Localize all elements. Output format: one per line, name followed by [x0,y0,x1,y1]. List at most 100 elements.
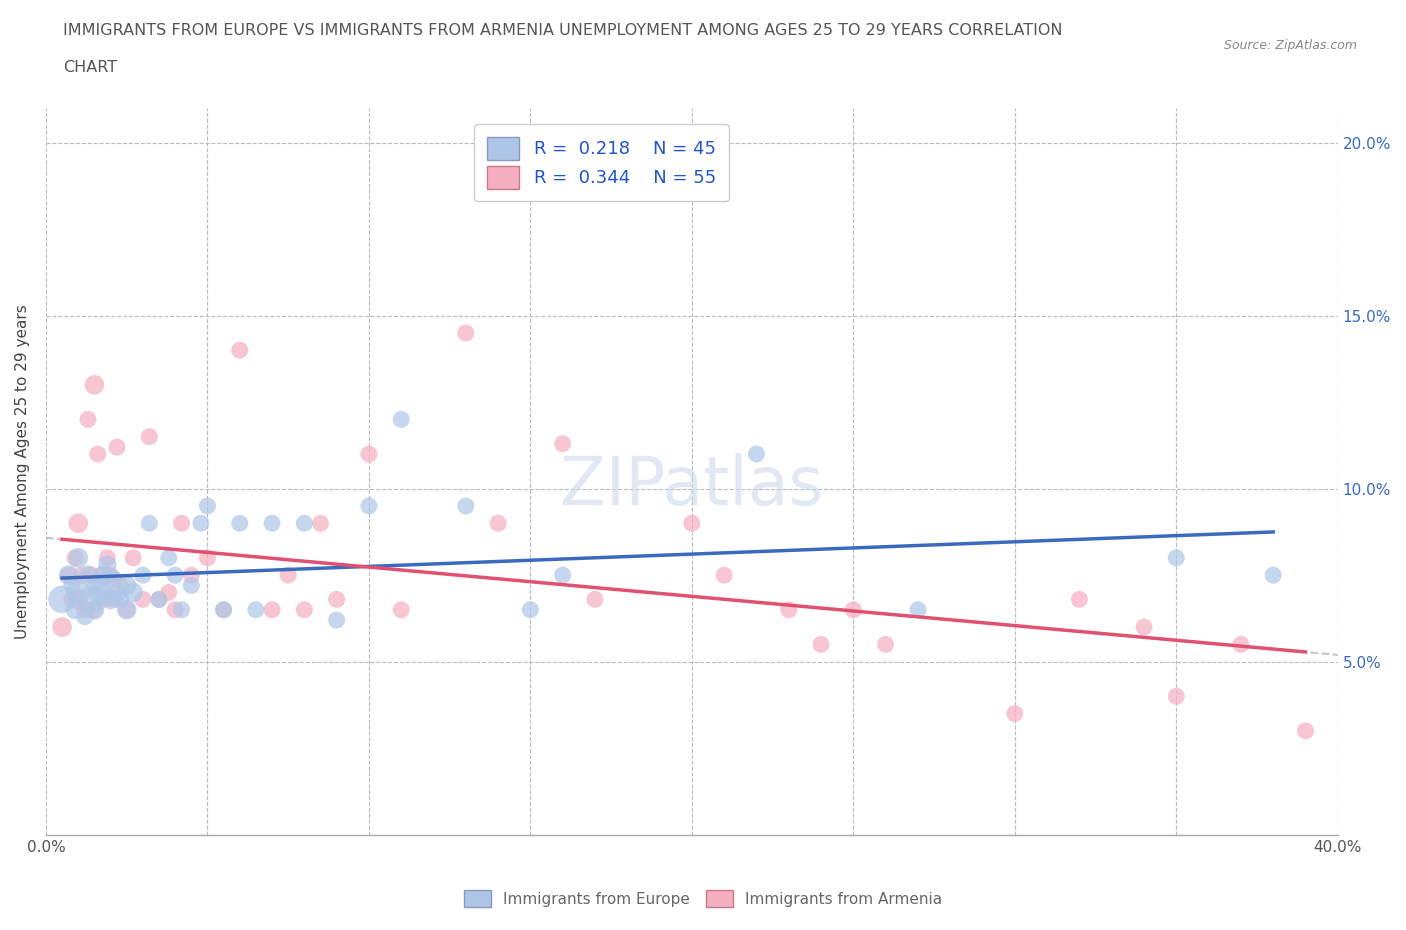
Point [325,613,347,628]
Point [180,567,202,582]
Point [229,343,252,358]
Point [122,551,145,565]
Point [325,591,347,606]
Point [105,440,128,455]
Point [165,603,187,618]
Point [157,551,180,565]
Point [357,446,380,461]
Point [389,603,412,618]
Point [190,516,212,531]
Point [51,591,73,606]
Point [80,567,103,582]
Point [486,516,509,531]
Point [67,551,90,565]
Legend: Immigrants from Europe, Immigrants from Armenia: Immigrants from Europe, Immigrants from … [457,884,949,913]
Point [292,603,315,618]
Point [1069,591,1091,606]
Point [157,585,180,600]
Point [110,591,132,606]
Y-axis label: Unemployment Among Ages 25 to 29 years: Unemployment Among Ages 25 to 29 years [15,304,30,639]
Point [454,326,477,340]
Point [67,591,90,606]
Point [58,567,80,582]
Point [138,516,160,531]
Point [110,578,132,593]
Point [713,567,735,582]
Point [93,591,115,606]
Point [86,578,108,593]
Point [122,585,145,600]
Point [357,498,380,513]
Point [86,446,108,461]
Point [170,516,193,531]
Point [170,603,193,618]
Point [1294,724,1316,738]
Point [115,603,138,618]
Point [70,567,93,582]
Point [67,516,90,531]
Point [148,591,170,606]
Legend: R =  0.218    N = 45, R =  0.344    N = 55: R = 0.218 N = 45, R = 0.344 N = 55 [474,125,728,202]
Point [73,609,96,624]
Point [132,591,155,606]
Point [277,567,299,582]
Point [103,591,125,606]
Point [90,585,112,600]
Point [212,603,235,618]
Point [77,412,100,427]
Point [100,567,122,582]
Point [73,603,96,618]
Point [551,436,574,451]
Point [260,603,283,618]
Point [1004,706,1026,721]
Text: Source: ZipAtlas.com: Source: ZipAtlas.com [1223,39,1357,52]
Point [212,603,235,618]
Point [90,567,112,582]
Point [1166,551,1188,565]
Point [519,603,541,618]
Point [778,603,800,618]
Point [165,567,187,582]
Point [389,412,412,427]
Point [96,557,118,572]
Point [842,603,865,618]
Point [93,567,115,582]
Point [1166,689,1188,704]
Point [681,516,703,531]
Point [197,551,219,565]
Point [63,603,86,618]
Point [51,619,73,634]
Point [454,498,477,513]
Point [60,578,83,593]
Text: ZIPatlas: ZIPatlas [560,453,824,519]
Point [58,567,80,582]
Text: CHART: CHART [63,60,117,75]
Point [229,516,252,531]
Point [292,516,315,531]
Point [1230,637,1253,652]
Point [83,603,105,618]
Point [80,591,103,606]
Point [148,591,170,606]
Point [1263,567,1285,582]
Point [138,430,160,445]
Point [63,551,86,565]
Text: IMMIGRANTS FROM EUROPE VS IMMIGRANTS FROM ARMENIA UNEMPLOYMENT AMONG AGES 25 TO : IMMIGRANTS FROM EUROPE VS IMMIGRANTS FRO… [63,23,1063,38]
Point [745,446,768,461]
Point [260,516,283,531]
Point [132,567,155,582]
Point [103,571,125,586]
Point [60,591,83,606]
Point [309,516,332,531]
Point [197,498,219,513]
Point [83,378,105,392]
Point [875,637,897,652]
Point [583,591,606,606]
Point [907,603,929,618]
Point [105,585,128,600]
Point [1133,619,1156,634]
Point [83,603,105,618]
Point [810,637,832,652]
Point [96,551,118,565]
Point [551,567,574,582]
